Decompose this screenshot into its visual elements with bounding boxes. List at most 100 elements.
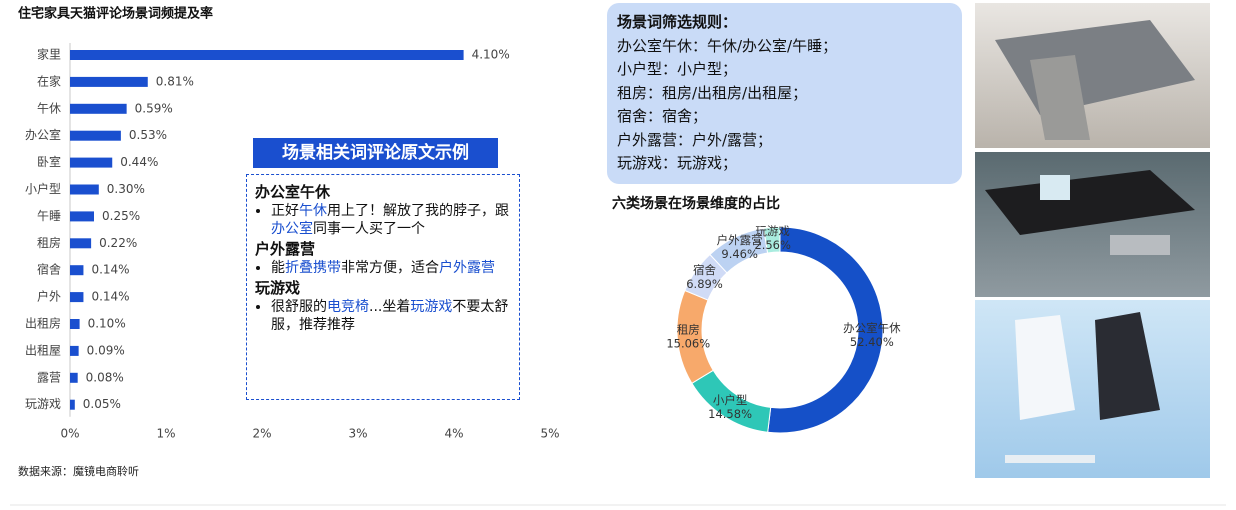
rule-line: 玩游戏：玩游戏； (617, 154, 738, 172)
text-segment: 能 (271, 260, 285, 276)
example-list: 能折叠携带非常方便，适合户外露营 (255, 259, 511, 277)
slice-value: 52.40% (850, 335, 894, 349)
value-label: 0.14% (91, 290, 129, 304)
text-segment: 同事一人买了一个 (313, 221, 425, 237)
category-label: 玩游戏 (25, 397, 61, 411)
bar (70, 238, 92, 249)
examples-title: 场景相关词评论原文示例 (253, 138, 498, 168)
slice-name: 租房 (677, 322, 700, 336)
value-label: 0.81% (156, 74, 194, 88)
bar (70, 184, 99, 195)
value-label: 4.10% (472, 48, 510, 62)
example-list: 正好午休用上了！解放了我的脖子，跟办公室同事一人买了一个 (255, 202, 511, 238)
value-label: 0.53% (129, 128, 167, 142)
x-tick-label: 2% (252, 427, 271, 441)
slice-name: 玩游戏 (755, 224, 790, 238)
example-heading: 户外露营 (255, 240, 316, 258)
slice-value: 2.56% (754, 238, 791, 252)
category-label: 午休 (37, 101, 61, 115)
value-label: 0.44% (120, 155, 158, 169)
example-heading: 玩游戏 (255, 279, 301, 297)
highlight-word: 电竞椅 (327, 299, 369, 315)
text-segment: 很舒服的 (271, 299, 327, 315)
bar (70, 399, 75, 410)
photo-chairs (975, 300, 1210, 478)
highlight-word: 户外露营 (439, 260, 495, 276)
bar (70, 265, 84, 276)
value-label: 0.22% (99, 236, 137, 250)
category-label: 午睡 (37, 209, 61, 223)
rules-box: 场景词筛选规则： 办公室午休：午休/办公室/午睡； 小户型：小户型； 租房：租房/出… (607, 3, 962, 184)
category-label: 小户型 (25, 181, 61, 196)
text-segment: 不要太舒服，推荐推荐 (271, 299, 509, 333)
category-label: 家里 (37, 47, 61, 62)
category-label: 出租屋 (25, 343, 61, 357)
slice-value: 9.46% (721, 247, 758, 261)
category-label: 办公室 (25, 127, 61, 142)
bar (70, 157, 113, 168)
highlight-word: 午休 (299, 203, 327, 219)
slice-value: 14.58% (708, 407, 752, 421)
x-tick-label: 4% (444, 427, 463, 441)
bar (70, 319, 80, 329)
bar (70, 130, 121, 141)
rule-line: 宿舍：宿舍； (617, 107, 708, 125)
bar (70, 50, 464, 60)
example-list: 很舒服的电竞椅...坐着玩游戏不要太舒服，推荐推荐 (255, 298, 511, 334)
bar (70, 372, 78, 383)
category-label: 在家 (37, 73, 61, 88)
examples-box: 办公室午休正好午休用上了！解放了我的脖子，跟办公室同事一人买了一个户外露营能折叠… (246, 174, 520, 400)
text-segment: 正好 (271, 203, 299, 219)
rule-line: 小户型：小户型； (617, 60, 738, 78)
value-label: 0.59% (135, 101, 173, 115)
highlight-word: 办公室 (271, 221, 313, 237)
value-label: 0.30% (107, 182, 145, 196)
category-label: 户外 (37, 289, 61, 304)
donut-title: 六类场景在场景维度的占比 (612, 195, 780, 212)
slice-name: 宿舍 (693, 263, 716, 277)
slice-name: 小户型 (713, 393, 748, 407)
photo-table (975, 152, 1210, 297)
value-label: 0.14% (91, 263, 129, 277)
rule-line: 户外露营：户外/露营； (617, 130, 773, 149)
x-tick-label: 1% (156, 427, 175, 441)
text-segment: 用上了！解放了我的脖子，跟 (327, 203, 509, 219)
x-tick-label: 3% (348, 427, 367, 441)
highlight-word: 玩游戏 (410, 299, 453, 315)
slice-name: 户外露营 (717, 233, 763, 247)
category-label: 卧室 (37, 154, 61, 169)
example-heading: 办公室午休 (255, 183, 331, 201)
highlight-word: 折叠携带 (285, 260, 341, 276)
donut-slice (763, 226, 781, 254)
x-tick-label: 5% (540, 427, 559, 441)
value-label: 0.05% (83, 397, 121, 411)
slice-name: 办公室午休 (843, 321, 901, 335)
bar-title: 住宅家具天猫评论场景词频提及率 (18, 6, 213, 22)
photo-cot (975, 3, 1210, 148)
bar (70, 103, 127, 114)
example-text: 能折叠携带非常方便，适合户外露营 (271, 259, 511, 277)
category-label: 租房 (37, 235, 61, 250)
x-tick-label: 0% (60, 427, 79, 441)
bar (70, 292, 84, 303)
value-label: 0.08% (86, 370, 124, 384)
text-segment: 非常方便，适合 (341, 260, 439, 276)
bar (70, 211, 94, 222)
text-segment: ...坐着 (369, 299, 411, 315)
category-label: 宿舍 (37, 262, 61, 277)
value-label: 0.10% (88, 317, 126, 331)
bar (70, 345, 79, 356)
category-label: 出租房 (25, 316, 61, 331)
source: 数据来源：魔镜电商聆听 (18, 464, 139, 478)
value-label: 0.09% (87, 343, 125, 357)
category-label: 露营 (37, 370, 61, 384)
example-text: 正好午休用上了！解放了我的脖子，跟办公室同事一人买了一个 (271, 202, 511, 238)
example-text: 很舒服的电竞椅...坐着玩游戏不要太舒服，推荐推荐 (271, 298, 511, 334)
rule-line: 租房：租房/出租房/出租屋； (617, 83, 808, 102)
slice-value: 6.89% (686, 277, 723, 291)
donut-slice (767, 226, 884, 434)
value-label: 0.25% (102, 209, 140, 223)
rule-line: 办公室午休：午休/办公室/午睡； (617, 36, 838, 55)
